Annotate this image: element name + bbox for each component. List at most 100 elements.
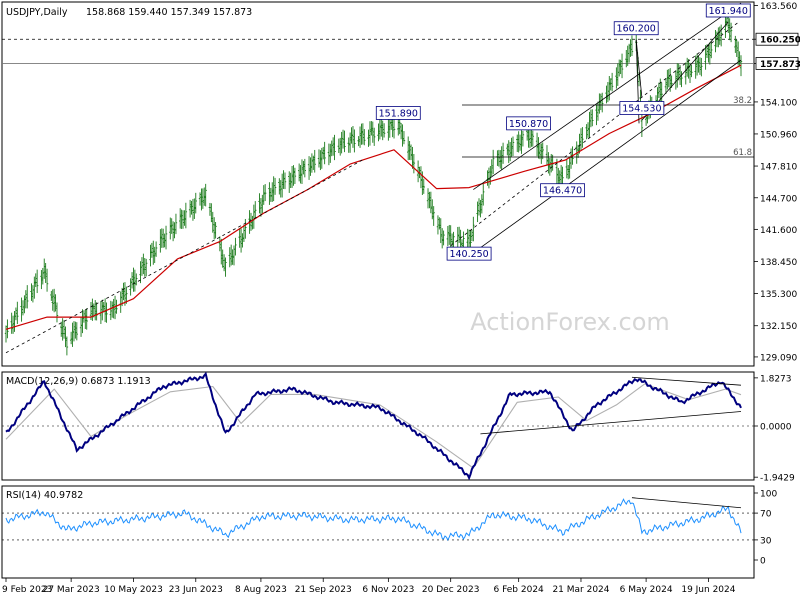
swing-label-text: 150.870: [509, 119, 548, 130]
macd-lines: [2, 371, 754, 481]
price-bar: [323, 141, 326, 165]
swing-label: 140.250: [446, 246, 492, 261]
price-bar: [303, 158, 307, 178]
swing-label-box: [619, 101, 665, 115]
rsi-line: [5, 498, 742, 541]
swing-label-text: 146.470: [543, 186, 582, 197]
swing-label-text: 154.530: [622, 104, 661, 115]
price-bar: [65, 336, 69, 356]
x-tick-label: 8 Aug 2023: [235, 585, 287, 595]
price-bar: [482, 182, 485, 206]
channel-mid-line: [450, 22, 739, 247]
price-bar: [630, 35, 634, 56]
fib-label: 38.2: [733, 96, 752, 106]
price-bar: [145, 258, 148, 277]
price-bar: [363, 129, 366, 146]
price-bar: [313, 149, 316, 173]
price-bar: [35, 269, 39, 294]
price-bar: [700, 57, 703, 77]
price-tick-label: 157.873: [760, 60, 800, 70]
price-bar: [254, 201, 257, 219]
price-bar: [26, 285, 29, 309]
moving-average-line: [5, 64, 742, 330]
price-bar: [164, 225, 168, 250]
price-bar: [293, 167, 297, 185]
macd-signal-line: [5, 383, 742, 469]
macd-tick-label: 1.8273: [760, 374, 792, 384]
price-bar: [343, 130, 346, 153]
price-bar: [472, 216, 475, 242]
price-tick-label-box: [755, 32, 799, 46]
x-tick-label: 6 Feb 2024: [494, 585, 545, 595]
annotations: 151.890 140.250 150.870 146.470 160.200 154.5…: [375, 3, 751, 261]
swing-label: 160.200: [613, 21, 659, 36]
price-bar: [610, 72, 614, 92]
price-bar: [263, 184, 267, 202]
swing-label: 151.890: [375, 106, 421, 120]
price-tick-label: 129.090: [760, 353, 797, 363]
price-bar: [273, 177, 277, 195]
swing-label-box: [705, 3, 751, 18]
watermark: ActionForex.com: [470, 308, 670, 336]
price-bar: [491, 149, 495, 175]
swing-label: 146.470: [540, 183, 585, 198]
swing-label-box: [613, 21, 659, 36]
macd-trendline: [480, 411, 742, 435]
price-bar: [174, 213, 178, 235]
price-bar: [729, 22, 733, 43]
x-tick-label: 21 Mar 2024: [552, 585, 609, 595]
price-bar: [422, 178, 425, 194]
price-bar: [561, 166, 564, 187]
price-bar: [412, 154, 416, 174]
swing-label-text: 151.890: [379, 108, 418, 119]
swing-label-text: 160.200: [617, 24, 656, 35]
price-tick-label-box: [755, 57, 799, 70]
price-bar: [392, 119, 396, 139]
price-tick-label: 135.300: [760, 290, 797, 300]
price-bar: [125, 286, 128, 304]
price-bar: [204, 183, 207, 207]
swing-label-box: [375, 106, 421, 120]
rsi-tick-label: 30: [760, 536, 772, 546]
price-bar: [660, 82, 663, 104]
price-bar: [690, 64, 693, 78]
price-bar: [154, 241, 158, 257]
price-bar: [45, 268, 49, 292]
x-tick-label: 21 Sep 2023: [295, 585, 352, 595]
price-bar: [620, 53, 624, 79]
price-tick-label: 144.700: [760, 194, 797, 204]
price-bar: [234, 237, 237, 256]
price-tick-label: 147.810: [760, 163, 797, 173]
price-tick-label: 160.250: [760, 36, 800, 46]
channel-upper-line: [473, 2, 742, 190]
swing-label-box: [446, 246, 492, 261]
x-tick-label: 23 Jun 2023: [169, 585, 223, 595]
price-tick-label: 163.560: [760, 2, 797, 12]
macd-tick-label: -1.9429: [760, 474, 795, 484]
x-tick-label: 27 Mar 2023: [43, 585, 100, 595]
fib-label: 61.8: [733, 148, 752, 158]
rsi-label: RSI(14) 40.9782: [6, 490, 83, 501]
macd-line: [5, 371, 742, 481]
price-overlays: 38.2 61.8: [5, 2, 754, 354]
price-bar: [541, 142, 544, 160]
price-bar: [521, 130, 525, 147]
price-bar: [214, 221, 217, 239]
price-bar: [135, 273, 138, 286]
rsi-tick-label: 100: [760, 490, 777, 500]
price-tick-label: 150.960: [760, 130, 797, 140]
swing-label-box: [540, 183, 585, 198]
price-bar: [373, 127, 376, 146]
swing-label: 161.940: [705, 3, 751, 18]
price-bar: [640, 111, 644, 137]
price-bar: [105, 302, 108, 323]
price-bar: [442, 230, 445, 246]
price-bar: [591, 109, 594, 127]
x-tick-label: 20 Dec 2023: [422, 585, 480, 595]
x-tick-label: 6 May 2024: [620, 585, 673, 595]
price-bar: [224, 257, 227, 277]
price-bar: [402, 131, 406, 145]
price-tick-label: 141.600: [760, 226, 797, 236]
